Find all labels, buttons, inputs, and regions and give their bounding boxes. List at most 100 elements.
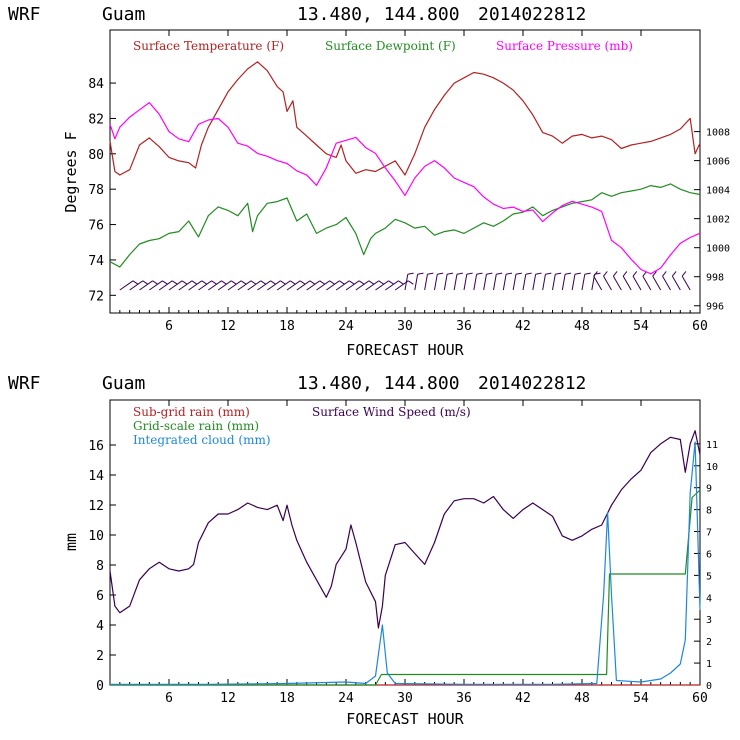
wind-barb-flag [260, 280, 267, 285]
wind-barb [681, 275, 691, 291]
wind-barb [483, 274, 487, 291]
y-tick-label: 8 [96, 559, 104, 574]
x-tick-label: 60 [692, 691, 708, 706]
wind-barb-flag [515, 272, 522, 275]
series-surface-wind-speed-m-s [109, 430, 701, 629]
wind-barb [139, 280, 153, 291]
wind-barb-flag [339, 280, 345, 285]
wind-barb [316, 280, 330, 291]
wind-barb [227, 280, 242, 291]
legend-integrated-cloud: Integrated cloud (mm) [133, 433, 271, 447]
wind-barb [542, 274, 546, 291]
y2-tick-label: 1004 [706, 186, 730, 197]
y2-tick-label: 8 [706, 506, 712, 517]
wind-barb [632, 275, 642, 291]
x-axis-label: FORECAST HOUR [346, 710, 464, 728]
wind-barb-flag [671, 271, 677, 277]
wind-barb [443, 274, 448, 291]
wind-barb-flag [142, 280, 149, 285]
header-coords: 13.480, 144.800 [297, 4, 460, 25]
wind-barb [188, 280, 203, 291]
header-model: WRF [8, 4, 41, 25]
x-ticks: 6 12 18 24 30 36 42 48 54 60 [119, 30, 708, 334]
y-tick-label: 4 [96, 619, 104, 634]
wind-barb [385, 280, 399, 291]
y-tick-label: 72 [88, 289, 104, 304]
wind-barb [571, 274, 576, 291]
legend-dewpoint: Surface Dewpoint (F) [325, 39, 456, 53]
legend-pressure: Surface Pressure (mb) [496, 39, 633, 53]
wind-barb-flag [240, 280, 247, 285]
wind-barb [512, 274, 517, 291]
wind-barb [198, 280, 212, 291]
wind-barb [612, 275, 622, 291]
y-tick-label: 78 [88, 183, 104, 198]
y2-tick-label: 1008 [706, 128, 730, 139]
wind-barb-flag [250, 280, 257, 285]
wind-barb-flag [368, 280, 375, 285]
wind-barb-flag [525, 272, 532, 275]
y-tick-label: 2 [96, 649, 104, 664]
wind-barb [257, 280, 271, 291]
wind-barb-flag [191, 280, 198, 285]
series-surface-dewpoint-f [109, 183, 701, 268]
x-tick-label: 48 [574, 691, 590, 706]
wind-barb [532, 274, 537, 291]
y2-tick-label: 1002 [706, 215, 730, 226]
wind-barb-flag [622, 271, 628, 277]
y2-tick-label: 3 [706, 615, 712, 626]
wind-barb [306, 280, 321, 291]
wind-barb [267, 280, 281, 291]
series-surface-temperature-f [109, 61, 701, 176]
x-tick-label: 60 [692, 319, 708, 334]
wind-barb-flag [407, 280, 414, 285]
header-init: 2014022812 [478, 373, 586, 394]
wind-barb [453, 274, 458, 291]
x-tick-label: 12 [220, 319, 236, 334]
wind-barb-flag [466, 272, 473, 275]
wind-barbs [119, 271, 691, 291]
wind-barb [414, 274, 419, 291]
plot-frame [109, 29, 701, 314]
wind-barb [622, 275, 632, 291]
y-tick-label: 12 [88, 499, 104, 514]
legend-subgrid-rain: Sub-grid rain (mm) [133, 405, 250, 419]
wind-barb [149, 280, 163, 291]
wind-barb [552, 274, 556, 291]
x-tick-label: 6 [165, 319, 173, 334]
x-tick-label: 30 [397, 319, 413, 334]
y-tick-label: 10 [88, 529, 104, 544]
y2-tick-label: 11 [706, 440, 718, 451]
series-grid-scale-rain-mm [110, 489, 701, 686]
y-axis-label: Degrees F [62, 131, 80, 212]
wind-barb [178, 280, 193, 291]
series-lines [109, 430, 701, 686]
y-tick-label: 74 [88, 254, 104, 269]
x-tick-label: 6 [165, 691, 173, 706]
x-tick-label: 54 [633, 691, 649, 706]
wind-barb [404, 274, 409, 291]
y2-tick-label: 996 [706, 302, 724, 313]
y2-tick-label: 5 [706, 571, 712, 582]
y2-ticks: 996 998 1000 1002 1004 1006 1008 [694, 128, 730, 313]
wind-barb [603, 275, 612, 291]
wind-barb-flag [289, 280, 296, 285]
wind-barb [375, 280, 389, 291]
y-ticks: 72 74 76 78 80 82 84 [88, 77, 116, 304]
wind-barb-flag [593, 271, 598, 277]
wind-barb [662, 275, 671, 291]
header-location: Guam [102, 4, 145, 25]
wind-barb [473, 274, 478, 291]
x-tick-label: 48 [574, 319, 590, 334]
wind-barb-flag [506, 272, 513, 275]
legend-temperature: Surface Temperature (F) [133, 39, 284, 53]
wind-barb-flag [230, 280, 237, 285]
wind-barb-flag [329, 280, 335, 285]
wind-barb [296, 280, 311, 291]
x-tick-label: 42 [515, 691, 531, 706]
x-tick-label: 36 [456, 691, 472, 706]
precipitation-panel: WRF Guam 13.480, 144.800 2014022812 Sub-… [8, 373, 718, 728]
wind-barb-flag [162, 280, 168, 285]
wind-barb-flag [681, 271, 687, 277]
wind-barb [642, 275, 652, 291]
